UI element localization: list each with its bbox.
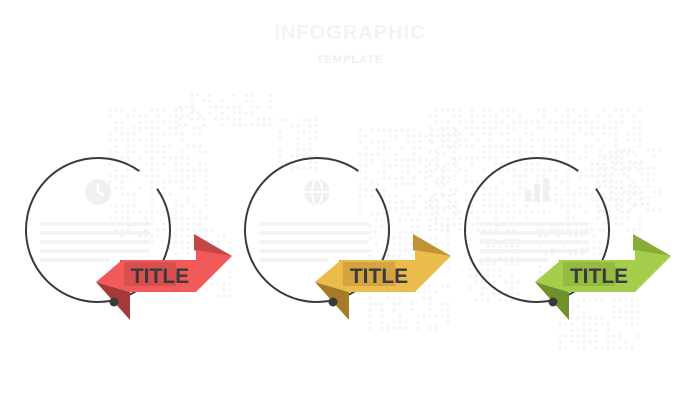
step-3: TITLE: [464, 157, 671, 320]
description-placeholder: [40, 222, 150, 262]
world-map-dots: [108, 93, 662, 350]
infographic-title: INFOGRAPHIC: [274, 22, 426, 44]
connector-dot: [328, 297, 338, 307]
step-1: TITLE: [25, 157, 232, 320]
step-2: TITLE: [244, 157, 451, 320]
globe-icon: [304, 178, 330, 206]
step-title: TITLE: [350, 265, 408, 288]
step-outline-circle: [464, 157, 610, 303]
connector-dot: [109, 297, 119, 307]
steps-group: TITLE TITLE TITLE: [25, 157, 671, 320]
title-ribbon: [96, 234, 232, 320]
chart-icon: [525, 178, 549, 202]
step-title: TITLE: [131, 265, 189, 288]
clock-icon: [85, 179, 111, 205]
step-outline-circle: [25, 157, 171, 303]
description-placeholder: [479, 222, 589, 262]
infographic-subtitle: TEMPLATE: [316, 54, 384, 66]
step-outline-circle: [244, 157, 390, 303]
title-ribbon: [315, 234, 451, 320]
connector-dot: [548, 297, 558, 307]
description-placeholder: [259, 222, 369, 262]
title-ribbon: [535, 234, 671, 320]
step-title: TITLE: [570, 265, 628, 288]
